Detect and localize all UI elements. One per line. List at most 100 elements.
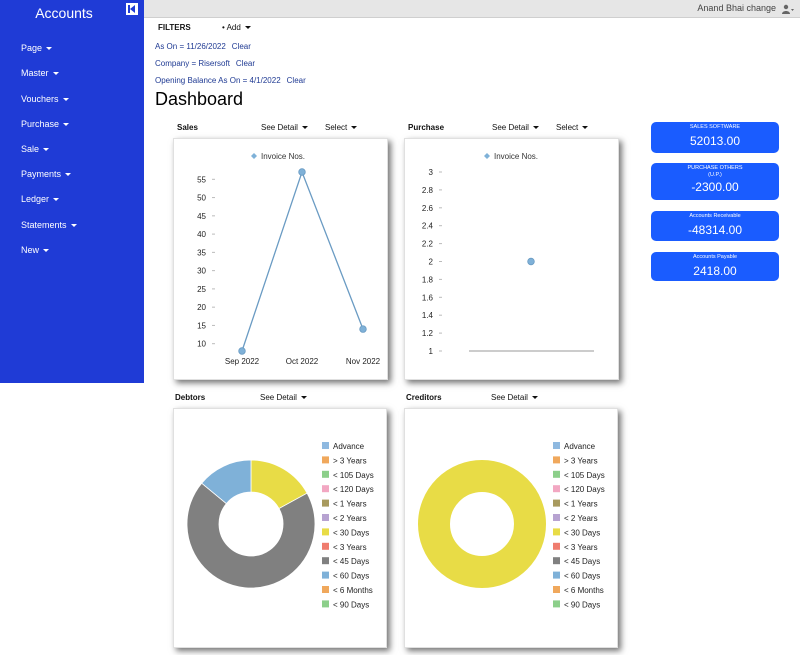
legend-swatch <box>322 485 329 493</box>
clear-filter-link[interactable]: Clear <box>286 76 306 85</box>
sales-see-detail-button[interactable]: See Detail <box>261 123 308 132</box>
legend-swatch <box>553 542 560 550</box>
filter-company: Company = Risersoft Clear <box>155 59 255 68</box>
add-filter-button[interactable]: • Add <box>222 23 251 32</box>
legend-marker <box>484 153 490 159</box>
data-point <box>298 168 306 176</box>
legend-swatch <box>553 586 560 593</box>
legend-marker <box>251 153 257 159</box>
y-tick-label: 2.4 <box>422 222 434 231</box>
sidebar-item-payments[interactable]: Payments <box>21 169 71 179</box>
sidebar-item-page[interactable]: Page <box>21 43 52 53</box>
y-tick-label: 50 <box>197 194 206 203</box>
y-tick-label: 45 <box>197 212 206 221</box>
legend-label: > 3 Years <box>333 456 367 465</box>
sales-line-chart: Invoice Nos. 10 15 20 25 30 35 40 45 50 55 Sep 2022… <box>197 152 381 366</box>
clear-filter-link[interactable]: Clear <box>231 42 251 51</box>
y-tick-label: 2.6 <box>422 204 434 213</box>
clear-filter-link[interactable]: Clear <box>235 59 256 68</box>
legend-swatch <box>553 442 560 449</box>
purchase-see-detail-button[interactable]: See Detail <box>492 123 539 132</box>
legend-label: < 45 Days <box>564 557 600 566</box>
y-tick-label: 2.2 <box>422 240 434 249</box>
user-icon[interactable] <box>782 4 794 14</box>
creditors-chart-card: Advance > 3 Years < 105 Days < 120 Days < 1 … <box>404 408 618 648</box>
y-tick-label: 3 <box>429 168 434 177</box>
legend-swatch <box>553 499 560 507</box>
data-point <box>238 347 246 355</box>
debtors-chart-card: Advance > 3 Years < 105 Days < 120 Days < 1 … <box>173 408 387 648</box>
stat-value: -48314.00 <box>687 223 743 237</box>
legend-swatch <box>553 514 560 521</box>
legend-swatch <box>322 514 329 521</box>
user-name[interactable]: Anand Bhai change <box>697 3 776 13</box>
legend-label: < 120 Days <box>333 485 374 494</box>
sidebar: Accounts Page Master Vouchers Purchase S… <box>0 0 144 383</box>
stat-accounts-receivable[interactable]: Accounts Receivable -48314.00 <box>651 211 779 241</box>
x-tick-label: Nov 2022 <box>346 357 381 366</box>
stat-accounts-payable[interactable]: Accounts Payable 2418.00 <box>651 252 779 281</box>
sidebar-item-new[interactable]: New <box>21 245 49 255</box>
stat-purchase-others[interactable]: PURCHASE OTHERS (U.P.) -2300.00 <box>651 163 779 200</box>
sidebar-item-ledger[interactable]: Ledger <box>21 194 59 204</box>
stat-label: SALES SOFTWARE <box>689 124 741 130</box>
stat-label: PURCHASE OTHERS <box>687 165 743 171</box>
filter-opening-balance: Opening Balance As On = 4/1/2022 Clear <box>155 76 306 85</box>
legend-label: < 2 Years <box>333 514 367 523</box>
y-tick-label: 15 <box>197 321 206 330</box>
y-tick-label: 2.8 <box>422 186 434 195</box>
sales-chart-card: Invoice Nos. 10 15 20 25 30 35 40 45 50 55 Sep 2022… <box>173 138 388 380</box>
y-tick-label: 25 <box>197 285 206 294</box>
debtors-panel-title: Debtors <box>175 393 206 402</box>
legend-label: < 105 Days <box>564 471 605 480</box>
filter-as-on: As On = 11/26/2022 Clear <box>155 42 251 51</box>
legend-swatch <box>322 528 329 536</box>
purchase-scatter-chart: Invoice Nos. 1 1.2 1.4 1.6 1.8 2 2.2 2.4 2.6 2.8 3 <box>422 152 594 356</box>
sidebar-item-purchase[interactable]: Purchase <box>21 119 69 129</box>
sidebar-item-statements[interactable]: Statements <box>21 220 77 230</box>
y-tick-label: 1.4 <box>422 311 434 320</box>
legend-label: Advance <box>564 442 596 451</box>
donut-slice <box>186 482 316 589</box>
top-bar: Anand Bhai change <box>144 0 800 18</box>
stat-sub-label: (U.P.) <box>708 172 722 178</box>
creditors-donut-chart: Advance > 3 Years < 105 Days < 120 Days < 1 … <box>418 442 605 609</box>
sidebar-item-sale[interactable]: Sale <box>21 144 49 154</box>
legend-swatch <box>553 485 560 493</box>
stat-label: Accounts Payable <box>692 254 738 260</box>
legend-label: < 105 Days <box>333 471 374 480</box>
y-tick-label: 55 <box>197 175 206 184</box>
stat-value: -2300.00 <box>691 180 739 194</box>
sidebar-item-master[interactable]: Master <box>21 68 59 78</box>
purchase-select-button[interactable]: Select <box>556 123 588 132</box>
legend-swatch <box>322 499 329 507</box>
legend-label: < 90 Days <box>564 600 600 609</box>
legend-swatch <box>553 571 560 579</box>
sales-select-button[interactable]: Select <box>325 123 357 132</box>
data-point <box>359 325 367 333</box>
filter-text: Opening Balance As On = 4/1/2022 <box>155 76 281 85</box>
creditors-see-detail-button[interactable]: See Detail <box>491 393 538 402</box>
legend-swatch <box>322 442 329 449</box>
y-tick-label: 1.8 <box>422 275 434 284</box>
collapse-sidebar-icon[interactable] <box>126 3 138 15</box>
y-tick-label: 30 <box>197 267 206 276</box>
legend-label: < 60 Days <box>333 572 369 581</box>
legend-label: < 90 Days <box>333 600 369 609</box>
donut-slice <box>201 459 252 505</box>
stat-sales-software[interactable]: SALES SOFTWARE 52013.00 <box>651 122 779 153</box>
sidebar-item-vouchers[interactable]: Vouchers <box>21 94 69 104</box>
stat-value: 2418.00 <box>693 264 737 278</box>
creditors-panel-title: Creditors <box>406 393 442 402</box>
filter-text: As On = 11/26/2022 <box>155 42 226 51</box>
stat-label: Accounts Receivable <box>689 213 741 219</box>
debtors-see-detail-button[interactable]: See Detail <box>260 393 307 402</box>
x-tick-label: Oct 2022 <box>286 357 319 366</box>
legend-label: Invoice Nos. <box>261 152 305 161</box>
legend-label: < 6 Months <box>333 586 373 595</box>
legend-label: < 3 Years <box>564 543 598 552</box>
legend-label: Advance <box>333 442 365 451</box>
y-tick-label: 1.2 <box>422 329 434 338</box>
add-filter-label: Add <box>226 23 241 32</box>
legend-swatch <box>553 600 560 608</box>
